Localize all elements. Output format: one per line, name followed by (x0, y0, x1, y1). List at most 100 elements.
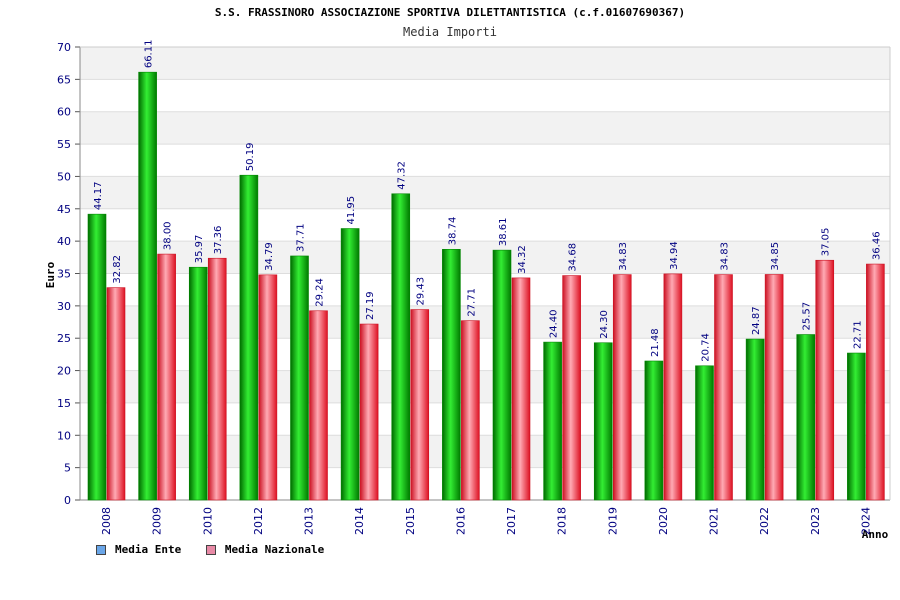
data-label: 29.43 (416, 277, 427, 306)
bar-nazionale (562, 275, 581, 501)
bar-ente (188, 266, 208, 501)
data-label: 34.85 (770, 242, 781, 271)
y-tick-label: 10 (57, 429, 71, 442)
bar-ente (340, 228, 360, 501)
x-tick-label: 2012 (252, 507, 265, 535)
y-tick-label: 25 (57, 332, 71, 345)
y-tick-label: 15 (57, 397, 71, 410)
y-tick-label: 50 (57, 170, 71, 183)
legend-item-nazionale: Media Nazionale (205, 543, 325, 556)
x-tick-label: 2019 (606, 507, 619, 535)
x-tick-label: 2024 (859, 507, 872, 535)
chart-subtitle: Media Importi (403, 25, 497, 39)
grid-band (80, 176, 890, 209)
bar-nazionale (157, 253, 176, 501)
bar-nazionale (207, 257, 227, 501)
bar-ente (745, 338, 765, 501)
data-label: 34.32 (517, 245, 528, 274)
data-label: 37.71 (296, 223, 307, 252)
bar-nazionale (815, 259, 835, 501)
bar-ente (847, 352, 866, 501)
data-label: 41.95 (346, 196, 357, 225)
x-tick-label: 2023 (809, 507, 822, 535)
x-tick-label: 2009 (151, 507, 164, 535)
data-label: 38.74 (447, 217, 458, 246)
bar-ente (290, 255, 309, 501)
y-tick-label: 35 (57, 268, 71, 281)
bar-nazionale (359, 323, 379, 501)
y-tick-label: 40 (57, 235, 71, 248)
bar-nazionale (511, 277, 531, 501)
y-tick-label: 70 (57, 41, 71, 54)
x-tick-label: 2016 (454, 507, 467, 535)
data-label: 21.48 (650, 328, 661, 357)
x-tick-label: 2018 (556, 507, 569, 535)
legend: Media Ente Media Nazionale (96, 543, 342, 558)
data-label: 32.82 (112, 255, 123, 284)
data-label: 47.32 (397, 161, 408, 190)
bar-ente (695, 365, 714, 501)
x-tick-label: 2008 (100, 507, 113, 535)
data-label: 50.19 (245, 143, 256, 172)
bar-nazionale (663, 273, 683, 501)
bar-ente (391, 193, 411, 501)
legend-label-nazionale: Media Nazionale (224, 543, 325, 556)
grid-band (80, 111, 890, 145)
bar-nazionale (714, 274, 733, 501)
bar-nazionale (866, 263, 885, 501)
data-label: 24.87 (751, 306, 762, 335)
bar-nazionale (612, 274, 632, 501)
y-tick-label: 45 (57, 203, 71, 216)
y-tick-label: 65 (57, 73, 71, 86)
data-label: 34.94 (669, 241, 680, 270)
data-label: 27.19 (365, 291, 376, 320)
x-tick-label: 2020 (657, 507, 670, 535)
data-label: 34.68 (568, 243, 579, 272)
data-label: 20.74 (701, 333, 712, 362)
x-tick-label: 2013 (303, 507, 316, 535)
data-label: 24.30 (599, 310, 610, 339)
bar-ente (442, 248, 461, 501)
y-tick-label: 0 (64, 494, 71, 507)
data-label: 22.71 (852, 320, 863, 349)
bar-nazionale (258, 274, 278, 501)
data-label: 37.05 (821, 228, 832, 257)
x-tick-label: 2010 (201, 507, 214, 535)
data-label: 34.83 (720, 242, 731, 271)
data-label: 34.79 (264, 242, 275, 271)
data-label: 38.61 (498, 217, 509, 246)
y-tick-label: 55 (57, 138, 71, 151)
y-tick-label: 20 (57, 365, 71, 378)
data-label: 24.40 (549, 309, 560, 338)
y-tick-label: 5 (64, 462, 71, 475)
x-tick-label: 2022 (758, 507, 771, 535)
legend-swatch-nazionale (205, 544, 216, 555)
data-label: 35.97 (194, 235, 205, 264)
data-label: 66.11 (144, 40, 155, 69)
x-tick-label: 2021 (708, 507, 721, 535)
legend-swatch-ente (96, 544, 106, 555)
x-tick-label: 2017 (505, 507, 518, 535)
bar-ente (87, 213, 107, 501)
bar-nazionale (309, 310, 328, 501)
data-label: 25.57 (802, 302, 813, 331)
y-tick-label: 30 (57, 300, 71, 313)
bar-ente (543, 341, 562, 501)
data-label: 34.83 (618, 242, 629, 271)
bar-ente (593, 342, 613, 501)
x-axis-label: Anno (862, 528, 889, 541)
bar-ente (239, 174, 259, 501)
x-tick-label: 2014 (353, 507, 366, 535)
grid-band (80, 47, 890, 80)
data-label: 44.17 (93, 182, 104, 211)
data-label: 38.00 (163, 221, 174, 250)
chart-title: S.S. FRASSINORO ASSOCIAZIONE SPORTIVA DI… (214, 6, 686, 19)
bar-nazionale (106, 287, 126, 501)
data-label: 29.24 (315, 278, 326, 307)
legend-item-ente: Media Ente (96, 543, 181, 556)
bar-nazionale (461, 320, 480, 501)
data-label: 36.46 (871, 231, 882, 260)
data-label: 27.71 (466, 288, 477, 317)
y-tick-label: 60 (57, 106, 71, 119)
